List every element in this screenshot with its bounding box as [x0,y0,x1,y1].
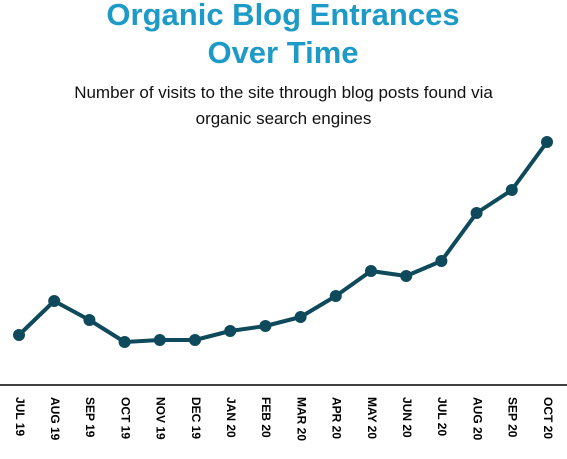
point [435,255,448,267]
point [541,136,553,148]
x-tick-label: FEB 20 [259,397,273,438]
x-tick-label: MAR 20 [294,397,308,441]
point [153,334,166,346]
line [17,140,549,344]
x-tick-label: OCT 20 [541,397,555,439]
chart-title: Organic Blog Entrances Over Time [106,0,460,70]
x-tick-label: JUL 19 [13,397,27,436]
point [365,265,377,277]
x-tick-label: AUG 19 [48,397,62,441]
point [118,336,131,348]
point [470,207,483,219]
point [83,314,96,326]
x-tick-label: DEC 19 [189,397,203,439]
x-tick-label: JAN 20 [224,397,238,438]
point [259,320,272,332]
x-tick-label: NOV 19 [154,397,168,440]
point [224,325,237,337]
point [294,311,307,323]
point [13,329,25,341]
x-tick-label: SEP 20 [506,397,520,438]
point [400,270,413,282]
x-tick-label: SEP 19 [83,397,97,438]
point [329,290,342,302]
point [189,334,201,346]
x-tick-label: APR 20 [330,397,344,439]
x-tick-label: JUN 20 [400,397,414,438]
x-tick-label: AUG 20 [470,397,484,441]
point [48,295,61,307]
chart-subtitle: Number of visits to the site through blo… [74,83,493,128]
x-tick-label: JUL 20 [435,397,449,436]
x-tick-label: MAY 20 [365,397,379,439]
point [505,184,518,196]
x-tick-label: OCT 19 [118,397,132,439]
